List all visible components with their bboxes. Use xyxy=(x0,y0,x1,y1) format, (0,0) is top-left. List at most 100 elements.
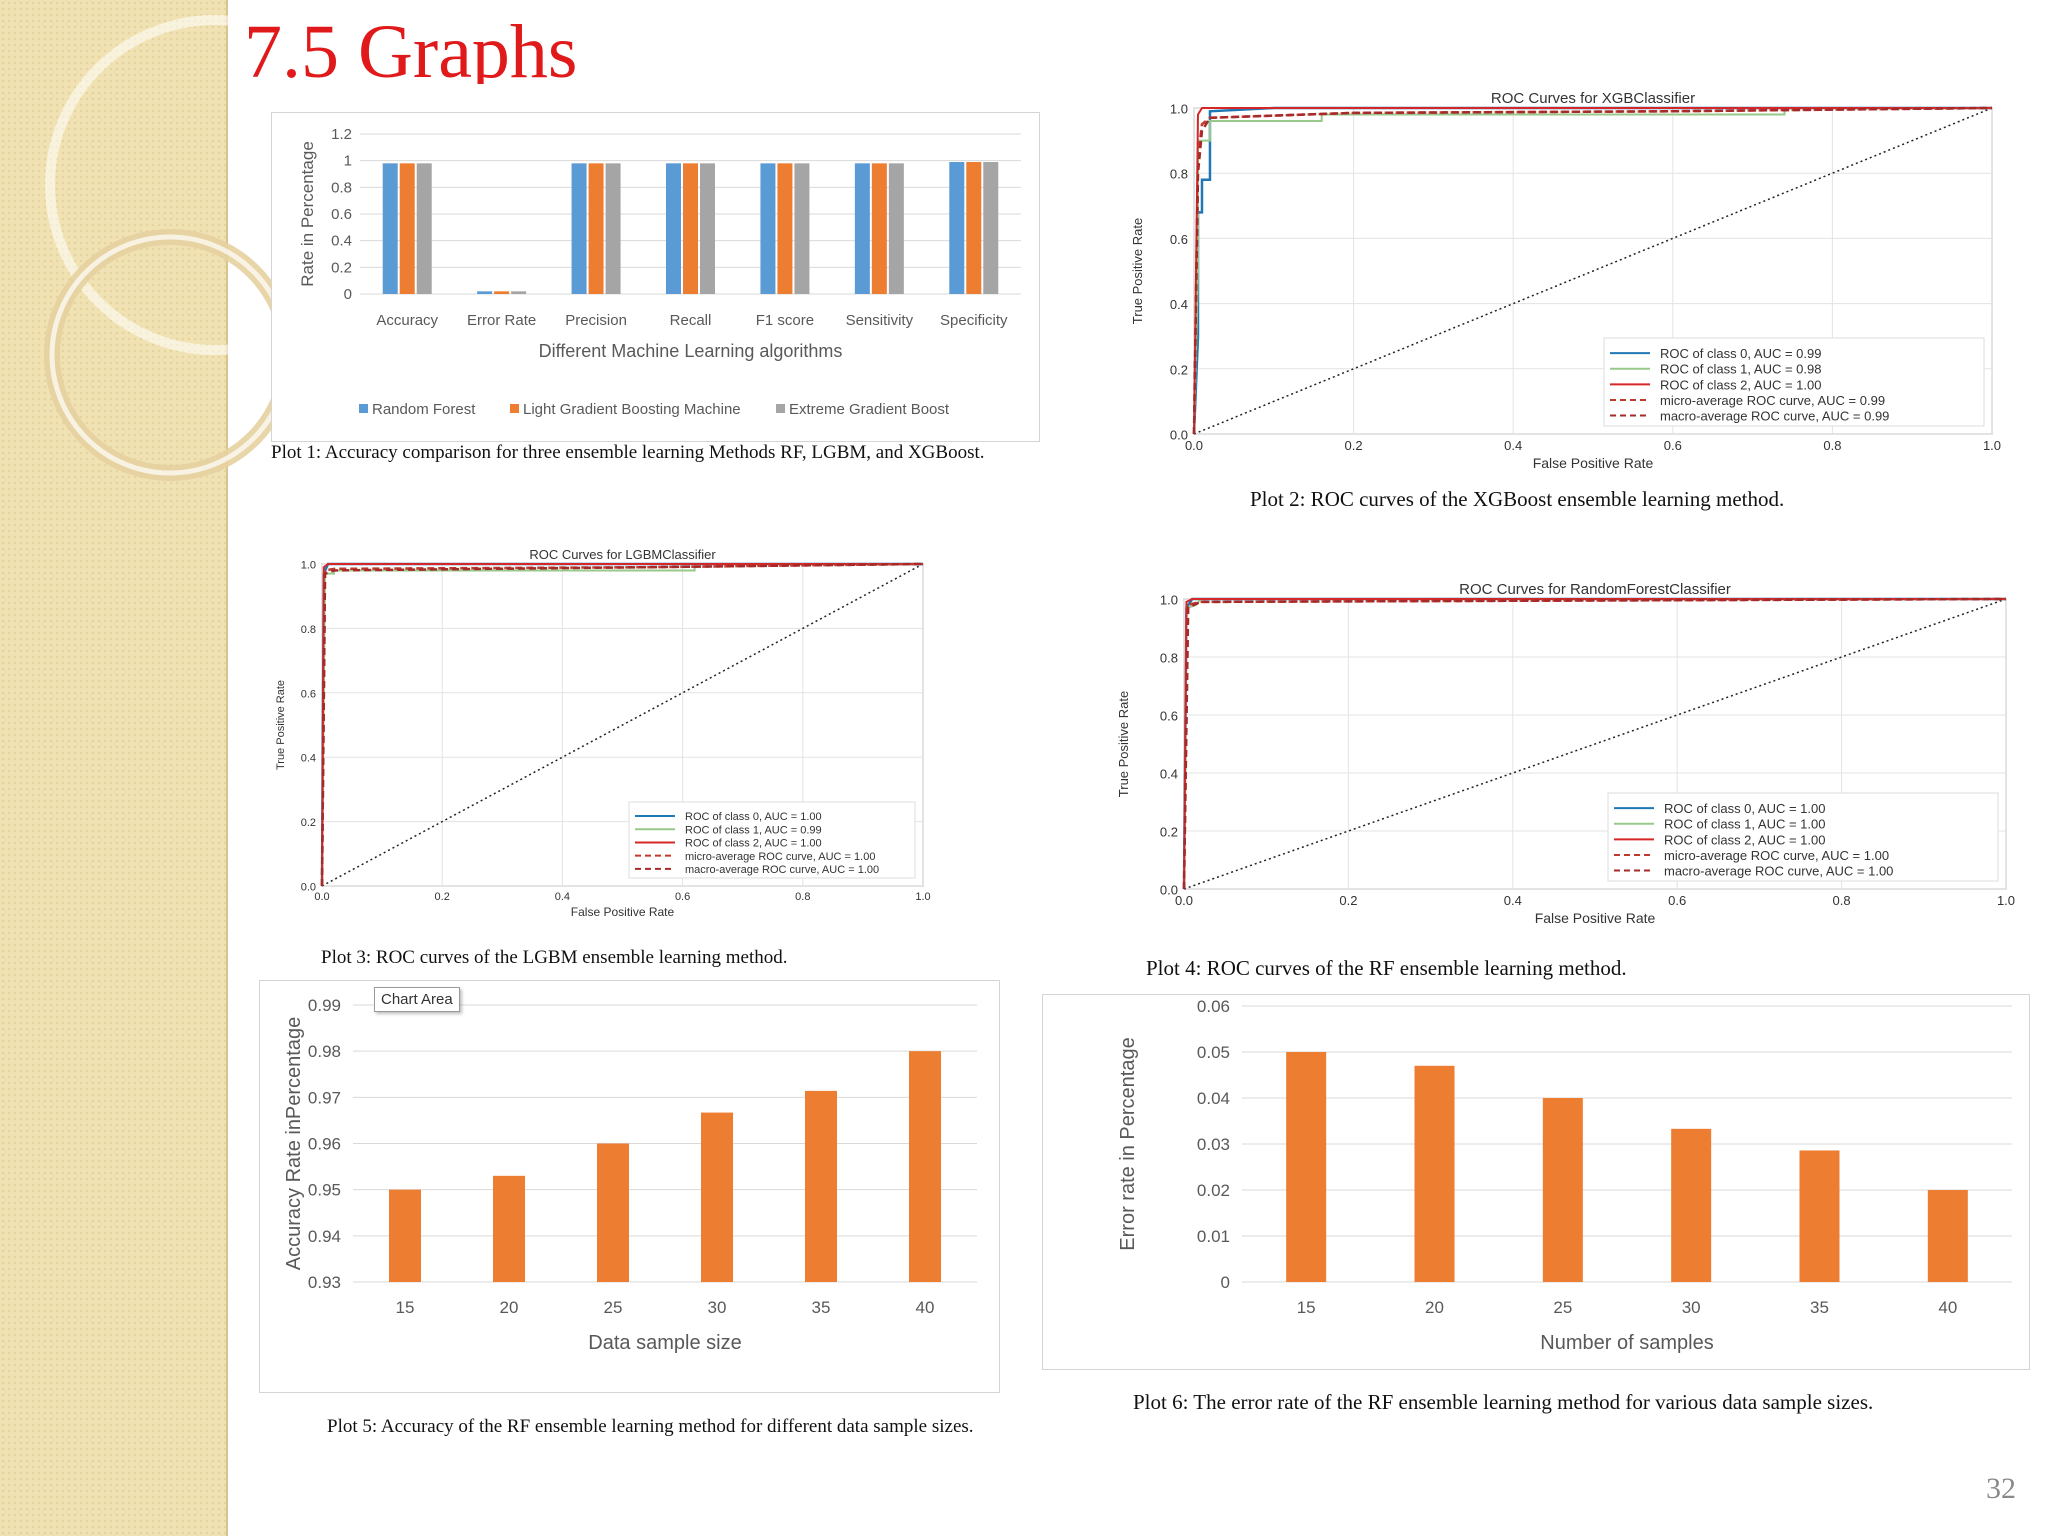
legend-label: ROC of class 1, AUC = 0.99 xyxy=(685,824,822,836)
y-tick-label: 1.0 xyxy=(1170,102,1188,117)
legend-label: ROC of class 1, AUC = 1.00 xyxy=(1664,817,1825,832)
x-tick-label: 0.0 xyxy=(1185,438,1203,453)
x-tick-label: 15 xyxy=(1297,1298,1316,1317)
legend-label: ROC of class 2, AUC = 1.00 xyxy=(685,838,822,850)
band-edge-line xyxy=(226,0,228,1536)
plot4-roc-rf-chart: 0.00.0 0.2 0.2 0.4 0.4 0.6 0.6 0.8 0.8 1.0 1.0 ROC … xyxy=(1116,581,2015,925)
plot1-frame xyxy=(271,112,1040,442)
x-tick-label: 20 xyxy=(500,1298,519,1317)
x-tick-label: Error Rate xyxy=(467,312,536,329)
x-tick-label: 0.8 xyxy=(1823,438,1841,453)
plot5-accuracy-by-sample-size-chart: 0.93 0.94 0.95 0.96 0.97 0.98 0.99 15 20 25 30 35 40… xyxy=(283,996,977,1354)
y-axis-label: Error rate in Percentage xyxy=(1117,1037,1139,1250)
legend-label: micro-average ROC curve, AUC = 1.00 xyxy=(685,851,875,863)
y-tick-label: 0.99 xyxy=(308,996,341,1015)
roc-curve xyxy=(1192,106,1993,435)
y-tick-label: 0.0 xyxy=(301,882,316,894)
legend-label: Extreme Gradient Boost xyxy=(789,401,950,418)
y-tick-label: 0.05 xyxy=(1197,1043,1230,1062)
roc-curve xyxy=(1182,597,2007,890)
plot5-frame xyxy=(259,980,1000,1393)
plot1-accuracy-comparison-chart: 0 0.2 0.4 0.6 0.8 1 1.2 Accuracy Error Rate Preci… xyxy=(298,126,1021,418)
bar xyxy=(871,163,887,294)
bar xyxy=(597,1143,629,1282)
legend-label: micro-average ROC curve, AUC = 1.00 xyxy=(1664,848,1889,863)
y-axis-label: Rate in Percentage xyxy=(298,141,317,287)
plot3-roc-lgbm-chart: 0.00.0 0.2 0.2 0.4 0.4 0.6 0.6 0.8 0.8 1.0 1.0 ROC … xyxy=(275,547,931,919)
bar xyxy=(966,162,982,294)
bar xyxy=(588,163,604,294)
bar xyxy=(477,291,493,294)
x-tick-label: 0.4 xyxy=(1504,438,1522,453)
legend-label: macro-average ROC curve, AUC = 0.99 xyxy=(1660,408,1889,423)
legend-label: ROC of class 1, AUC = 0.98 xyxy=(1660,362,1821,377)
bar xyxy=(1927,1190,1968,1282)
chart-title: ROC Curves for RandomForestClassifier xyxy=(1459,581,1731,598)
y-tick-label: 0.2 xyxy=(301,817,316,829)
bar xyxy=(760,163,776,294)
bar xyxy=(511,291,527,294)
x-tick-label: 1.0 xyxy=(1983,438,2001,453)
legend-swatch xyxy=(776,404,785,413)
bar xyxy=(1671,1128,1712,1282)
x-axis-label: False Positive Rate xyxy=(571,905,675,919)
x-tick-label: 0.8 xyxy=(795,891,810,903)
chart-title: ROC Curves for XGBClassifier xyxy=(1491,90,1695,107)
x-axis-label: Number of samples xyxy=(1540,1332,1713,1354)
x-tick-label: 0.2 xyxy=(1345,438,1363,453)
plot1-caption: Plot 1: Accuracy comparison for three en… xyxy=(271,442,985,463)
y-tick-label: 0.01 xyxy=(1197,1227,1230,1246)
x-tick-label: 0.6 xyxy=(1664,438,1682,453)
x-tick-label: Specificity xyxy=(940,312,1008,329)
bar xyxy=(888,163,904,294)
plot6-caption: Plot 6: The error rate of the RF ensembl… xyxy=(1133,1390,1874,1414)
bar xyxy=(571,163,587,294)
bar xyxy=(1799,1150,1840,1282)
plot6-error-rate-by-sample-size-chart: 0 0.01 0.02 0.03 0.04 0.05 0.06 15 20 25 30 35 40 Num… xyxy=(1117,997,2012,1354)
x-tick-label: 0.8 xyxy=(1833,893,1851,908)
bar xyxy=(605,163,621,294)
legend-label: micro-average ROC curve, AUC = 0.99 xyxy=(1660,393,1885,408)
legend-label: ROC of class 0, AUC = 1.00 xyxy=(685,811,822,823)
bar xyxy=(854,163,870,294)
y-tick-label: 0.8 xyxy=(331,179,352,196)
x-axis-label: False Positive Rate xyxy=(1535,910,1656,925)
bar xyxy=(909,1051,941,1282)
y-tick-label: 0.6 xyxy=(331,206,352,223)
y-tick-label: 0.97 xyxy=(308,1088,341,1107)
page-number: 32 xyxy=(1986,1472,2016,1505)
bar xyxy=(777,163,793,294)
bar xyxy=(701,1112,733,1282)
y-tick-label: 0.04 xyxy=(1197,1089,1230,1108)
x-tick-label: 40 xyxy=(1938,1298,1957,1317)
x-tick-label: 1.0 xyxy=(915,891,930,903)
x-tick-label: 35 xyxy=(812,1298,831,1317)
bar xyxy=(1286,1052,1327,1282)
x-tick-label: Precision xyxy=(565,312,627,329)
x-tick-label: 20 xyxy=(1425,1298,1444,1317)
y-tick-label: 0 xyxy=(1221,1273,1230,1292)
legend-box xyxy=(1607,792,1999,882)
y-tick-label: 0.0 xyxy=(1170,428,1188,443)
y-tick-label: 0.95 xyxy=(308,1181,341,1200)
y-tick-label: 1.0 xyxy=(301,560,316,572)
legend-swatch xyxy=(510,404,519,413)
y-tick-label: 0.93 xyxy=(308,1273,341,1292)
bar xyxy=(666,163,681,294)
bar xyxy=(805,1090,837,1282)
x-tick-label: 0.2 xyxy=(1339,893,1357,908)
deco-ring-white xyxy=(49,234,291,476)
chance-diagonal xyxy=(1193,107,1993,435)
x-tick-label: 30 xyxy=(708,1298,727,1317)
slide-title: 7.5 Graphs xyxy=(244,14,578,84)
y-tick-label: 0.4 xyxy=(1160,767,1178,782)
bar xyxy=(794,163,810,294)
bar xyxy=(949,162,965,294)
y-tick-label: 0.98 xyxy=(308,1042,341,1061)
bar xyxy=(389,1189,421,1282)
x-tick-label: 35 xyxy=(1810,1298,1829,1317)
y-tick-label: 0.2 xyxy=(331,259,352,276)
chart-title: ROC Curves for LGBMClassifier xyxy=(529,547,716,562)
y-tick-label: 0.94 xyxy=(308,1227,341,1246)
x-tick-label: 15 xyxy=(396,1298,415,1317)
